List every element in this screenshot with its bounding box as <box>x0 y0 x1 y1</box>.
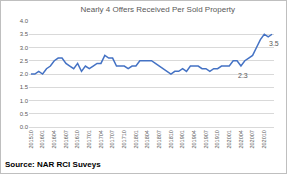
svg-text:202001: 202001 <box>226 130 232 148</box>
svg-text:201510: 201510 <box>28 130 34 148</box>
svg-text:201601: 201601 <box>39 130 45 148</box>
svg-text:201604: 201604 <box>51 130 57 148</box>
svg-text:3.5: 3.5 <box>20 31 29 37</box>
svg-text:202010: 202010 <box>261 130 267 148</box>
svg-text:201904: 201904 <box>191 130 197 148</box>
svg-text:2.3: 2.3 <box>238 72 248 79</box>
svg-text:0.5: 0.5 <box>20 111 29 117</box>
svg-text:Source: NAR RCI Suveys: Source: NAR RCI Suveys <box>5 160 101 169</box>
svg-text:202007: 202007 <box>249 130 255 148</box>
svg-text:Nearly 4 Offers Received Per S: Nearly 4 Offers Received Per Sold Proper… <box>80 5 235 14</box>
svg-text:0.0: 0.0 <box>20 124 29 130</box>
svg-text:201804: 201804 <box>144 130 150 148</box>
svg-text:1.0: 1.0 <box>20 98 29 104</box>
svg-text:201704: 201704 <box>98 130 104 148</box>
svg-text:1.5: 1.5 <box>20 84 29 90</box>
svg-text:3.0: 3.0 <box>20 45 29 51</box>
svg-text:202004: 202004 <box>238 130 244 148</box>
svg-text:4.0: 4.0 <box>20 18 29 24</box>
svg-text:201801: 201801 <box>133 130 139 148</box>
svg-text:201610: 201610 <box>74 130 80 148</box>
svg-text:3.5: 3.5 <box>269 40 279 47</box>
svg-text:201807: 201807 <box>156 130 162 148</box>
svg-text:201810: 201810 <box>168 130 174 148</box>
svg-text:201910: 201910 <box>214 130 220 148</box>
svg-text:201710: 201710 <box>121 130 127 148</box>
svg-text:201701: 201701 <box>86 130 92 148</box>
svg-text:201901: 201901 <box>179 130 185 148</box>
svg-text:201907: 201907 <box>203 130 209 148</box>
svg-text:2.0: 2.0 <box>20 71 29 77</box>
svg-text:2.5: 2.5 <box>20 58 29 64</box>
svg-text:201607: 201607 <box>63 130 69 148</box>
svg-text:201707: 201707 <box>109 130 115 148</box>
